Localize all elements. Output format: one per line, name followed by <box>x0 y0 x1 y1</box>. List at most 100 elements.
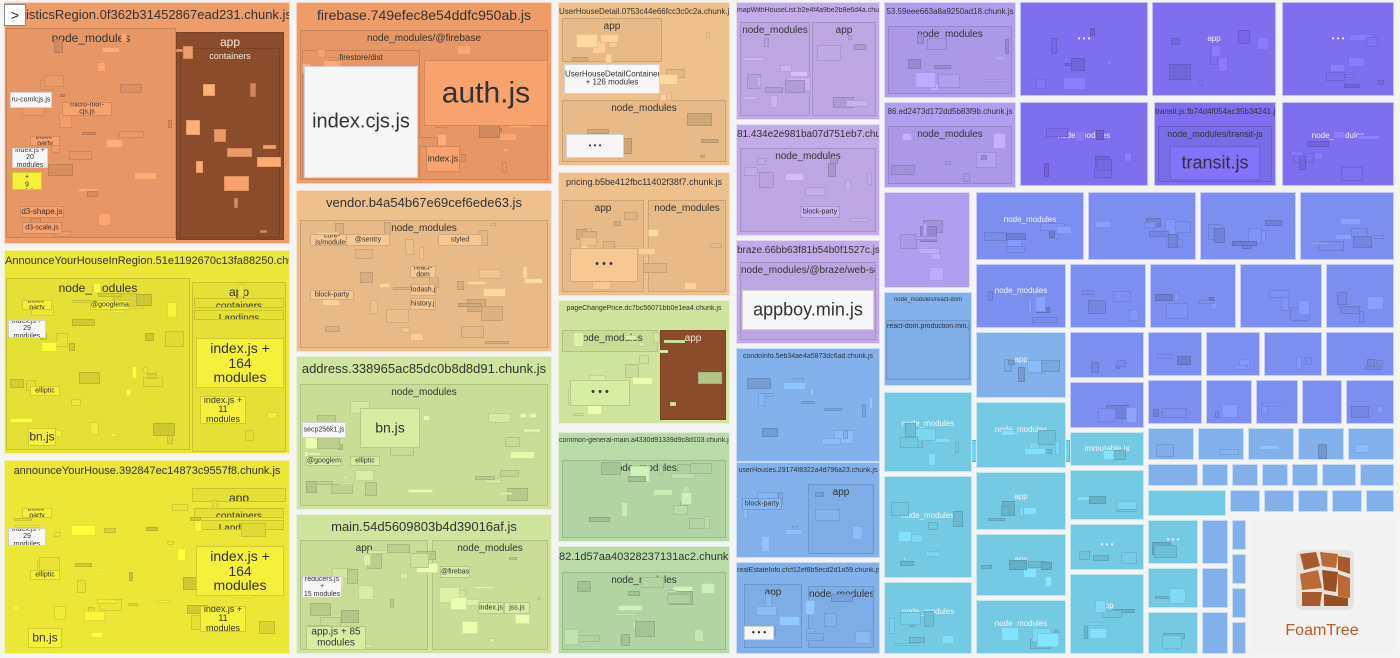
module-cell[interactable] <box>1116 509 1136 512</box>
module-cell[interactable] <box>934 65 951 69</box>
module-cell[interactable] <box>1214 228 1225 243</box>
module-cell[interactable] <box>1218 57 1228 72</box>
module-cell[interactable] <box>1090 28 1095 36</box>
module-cell[interactable] <box>1238 30 1250 44</box>
module-cell[interactable] <box>659 74 678 85</box>
module-cell[interactable] <box>69 151 92 160</box>
module-cell[interactable] <box>756 606 777 616</box>
module-cell[interactable] <box>628 591 640 596</box>
module-cell[interactable] <box>889 618 895 634</box>
module-cell[interactable] <box>10 418 33 423</box>
sidebar-toggle-button[interactable]: > <box>4 4 26 26</box>
module-group[interactable]: node_modules <box>6 28 176 238</box>
module-cell[interactable] <box>450 597 467 610</box>
module-cell[interactable] <box>10 379 24 388</box>
module[interactable]: app.js + 85 modules <box>306 626 366 650</box>
module-cell[interactable] <box>1376 360 1383 365</box>
module-cell[interactable] <box>757 158 766 165</box>
module-cell[interactable] <box>1345 74 1355 78</box>
module-cell[interactable] <box>1089 496 1106 504</box>
module-cell[interactable] <box>1089 628 1107 639</box>
module-cell[interactable] <box>1222 404 1238 418</box>
module-cell[interactable] <box>1157 354 1173 359</box>
module-cell[interactable] <box>132 366 137 379</box>
module-cell[interactable] <box>917 34 924 44</box>
module-cell[interactable] <box>1155 294 1173 301</box>
module-cell[interactable] <box>75 563 92 567</box>
module-cell[interactable] <box>625 335 637 340</box>
module-cell[interactable] <box>981 155 987 160</box>
module[interactable]: • • • <box>566 134 624 158</box>
module[interactable]: block-party <box>310 290 354 300</box>
module-cell[interactable] <box>621 634 630 646</box>
module-cell[interactable] <box>1008 360 1015 365</box>
module-cell[interactable] <box>1079 551 1090 560</box>
module-cell[interactable] <box>891 502 909 516</box>
chunk[interactable] <box>1346 380 1394 424</box>
module-cell[interactable] <box>843 430 848 439</box>
module-cell[interactable] <box>900 234 917 249</box>
module[interactable]: lodash.js <box>410 284 436 296</box>
module-cell[interactable] <box>1296 357 1302 370</box>
module-cell[interactable] <box>317 49 326 58</box>
module[interactable]: history.js <box>410 298 436 310</box>
module-cell[interactable] <box>850 218 869 222</box>
module-cell[interactable] <box>963 173 970 182</box>
module-cell[interactable] <box>902 133 912 141</box>
module-cell[interactable] <box>1272 298 1283 301</box>
module-cell[interactable] <box>666 92 672 101</box>
module-cell[interactable] <box>632 377 653 385</box>
module-cell[interactable] <box>1219 449 1239 455</box>
module-cell[interactable] <box>498 492 512 495</box>
module-cell[interactable] <box>136 294 152 306</box>
module-cell[interactable] <box>635 621 655 637</box>
module-cell[interactable] <box>601 462 621 475</box>
chunk[interactable] <box>1232 554 1246 584</box>
module-cell[interactable] <box>260 230 267 233</box>
module-cell[interactable] <box>212 500 218 509</box>
module[interactable]: secp256k1.js <box>302 422 346 438</box>
module-cell[interactable] <box>54 532 61 537</box>
module-cell[interactable] <box>183 46 193 59</box>
module-cell[interactable] <box>365 644 373 648</box>
module-cell[interactable] <box>479 269 501 279</box>
module-cell[interactable] <box>390 599 394 608</box>
module-cell[interactable] <box>87 191 98 197</box>
module-cell[interactable] <box>1075 131 1085 142</box>
module-cell[interactable] <box>1169 64 1191 80</box>
chunk[interactable] <box>1206 332 1260 376</box>
module-cell[interactable] <box>510 451 535 459</box>
module-cell[interactable] <box>458 303 482 307</box>
module-cell[interactable] <box>110 310 125 313</box>
chunk[interactable] <box>1264 332 1322 376</box>
module-cell[interactable] <box>167 302 177 318</box>
module-cell[interactable] <box>995 57 1006 60</box>
module-cell[interactable] <box>329 57 339 61</box>
module-cell[interactable] <box>387 544 410 553</box>
module-cell[interactable] <box>410 553 429 568</box>
module-cell[interactable] <box>927 38 947 50</box>
module-cell[interactable] <box>801 401 815 404</box>
chunk[interactable]: node_modules <box>1020 102 1148 186</box>
module-cell[interactable] <box>1265 220 1282 226</box>
module[interactable]: • • • <box>570 380 630 406</box>
module-cell[interactable] <box>743 96 757 100</box>
module-cell[interactable] <box>1038 430 1056 445</box>
module-cell[interactable] <box>485 341 509 344</box>
module-cell[interactable] <box>1124 152 1132 162</box>
module-cell[interactable] <box>1263 403 1285 406</box>
module-cell[interactable] <box>524 278 543 284</box>
module-cell[interactable] <box>462 621 478 634</box>
module-cell[interactable] <box>1155 596 1170 599</box>
chunk[interactable]: app <box>976 472 1066 530</box>
module-cell[interactable] <box>168 120 172 128</box>
module[interactable]: elliptic <box>30 570 60 580</box>
module-cell[interactable] <box>909 637 925 643</box>
module-cell[interactable] <box>143 367 148 373</box>
module-cell[interactable] <box>79 372 100 384</box>
module[interactable]: react-dom <box>410 266 436 278</box>
module-cell[interactable] <box>1129 309 1139 321</box>
module-cell[interactable] <box>1071 58 1085 71</box>
module[interactable]: bn.js <box>28 628 62 648</box>
module-cell[interactable] <box>670 402 676 406</box>
